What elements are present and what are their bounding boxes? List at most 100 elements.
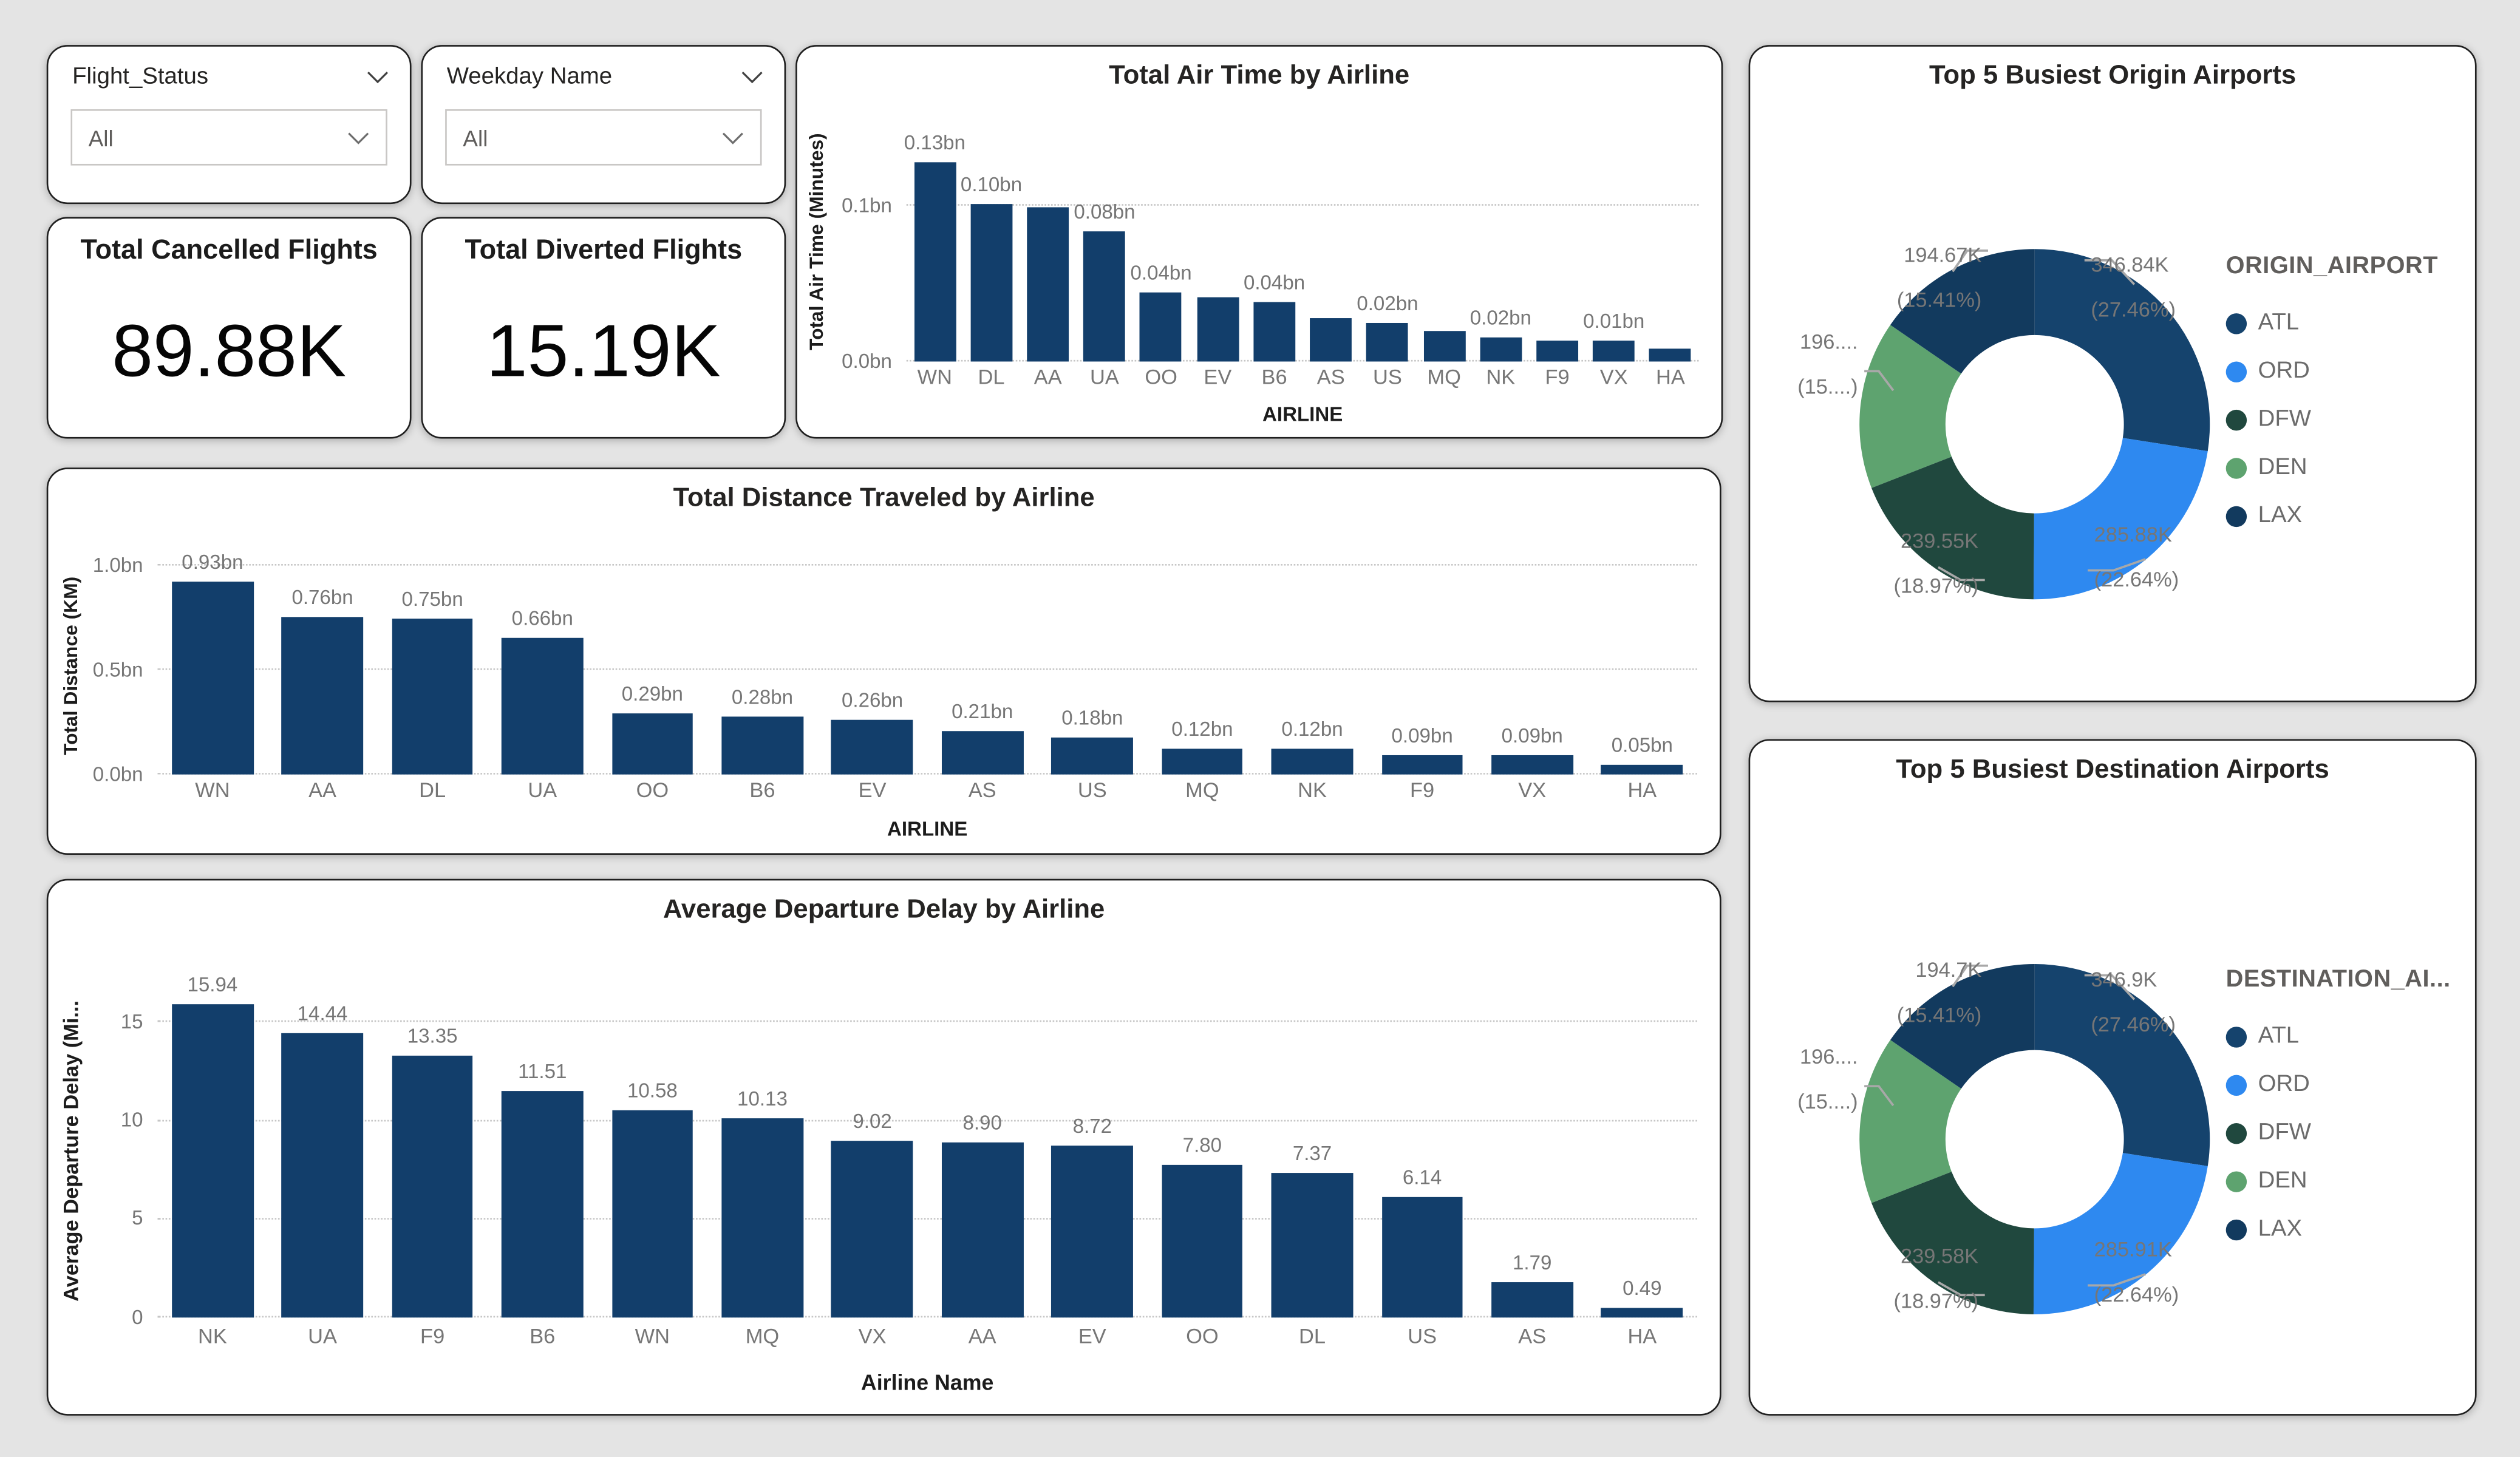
donut-slice-LAX[interactable] (1890, 249, 2035, 374)
donut-data-label: 196.... (1800, 1045, 1858, 1068)
x-tick-label: EV (1078, 1323, 1106, 1348)
chevron-down-icon[interactable] (741, 70, 763, 84)
donut-slice-DEN[interactable] (1859, 325, 1961, 488)
bar-AS[interactable] (1491, 1282, 1573, 1318)
bar-NK[interactable] (1271, 749, 1353, 775)
y-tick-label: 5 (132, 1207, 143, 1230)
bar-WN[interactable] (171, 580, 253, 775)
donut-slice-ORD[interactable] (2033, 438, 2208, 600)
legend-item-ORD[interactable]: ORD (2225, 347, 2438, 395)
bar-WN[interactable] (913, 162, 956, 362)
chevron-down-icon[interactable] (366, 70, 389, 84)
y-tick-label: 0.1bn (842, 194, 892, 217)
bar-OO[interactable] (1140, 293, 1182, 362)
bar-UA[interactable] (281, 1033, 363, 1318)
legend-label: ORD (2258, 358, 2310, 384)
donut-slice-ATL[interactable] (2034, 964, 2210, 1166)
x-axis-title: Airline Name (860, 1370, 994, 1395)
legend-item-DEN[interactable]: DEN (2225, 443, 2438, 491)
donut-slice-ORD[interactable] (2033, 1153, 2208, 1315)
y-tick-label: 0.0bn (842, 349, 892, 372)
bar-NK[interactable] (1479, 336, 1522, 362)
donut-slice-LAX[interactable] (1890, 964, 2035, 1089)
donut-data-label: 285.88K (2094, 523, 2172, 546)
slicer-dropdown[interactable]: All (70, 109, 387, 166)
donut-slice-DFW[interactable] (1871, 457, 2034, 600)
bar-US[interactable] (1051, 737, 1133, 775)
legend-item-ORD[interactable]: ORD (2225, 1061, 2451, 1109)
legend-item-ATL[interactable]: ATL (2225, 299, 2438, 347)
donut-data-label: (18.97%) (1894, 575, 1979, 598)
bar-DL[interactable] (970, 204, 1012, 362)
bar-VX[interactable] (1491, 755, 1573, 775)
legend-item-LAX[interactable]: LAX (2225, 492, 2438, 540)
bar-MQ[interactable] (1161, 749, 1243, 775)
x-tick-label: HA (1656, 364, 1685, 389)
legend-item-LAX[interactable]: LAX (2225, 1205, 2451, 1253)
chart-title: Top 5 Busiest Origin Airports (1929, 61, 2297, 90)
bar-value-label: 0.75bn (401, 588, 463, 611)
legend-item-ATL[interactable]: ATL (2225, 1012, 2451, 1060)
bar-AS[interactable] (941, 730, 1023, 775)
donut-slice-DFW[interactable] (1871, 1171, 2034, 1314)
bar-B6[interactable] (1253, 302, 1295, 362)
x-axis-title: AIRLINE (1262, 403, 1343, 426)
bar-MQ[interactable] (1423, 330, 1465, 362)
legend-label: ATL (2258, 1023, 2300, 1050)
x-tick-label: AS (1518, 1323, 1547, 1348)
bar-UA[interactable] (1083, 231, 1126, 362)
legend-item-DEN[interactable]: DEN (2225, 1157, 2451, 1205)
bar-F9[interactable] (1536, 341, 1578, 362)
bar-EV[interactable] (831, 720, 913, 775)
bar-EV[interactable] (1051, 1146, 1133, 1318)
bar-value-label: 0.12bn (1281, 719, 1343, 742)
bar-value-label: 0.04bn (1130, 262, 1192, 285)
bar-HA[interactable] (1649, 349, 1692, 362)
bar-EV[interactable] (1196, 297, 1239, 362)
bar-OO[interactable] (1161, 1164, 1243, 1318)
bar-F9[interactable] (1381, 755, 1463, 775)
bar-AS[interactable] (1310, 318, 1352, 362)
bar-NK[interactable] (171, 1004, 253, 1318)
bar-F9[interactable] (392, 1055, 474, 1318)
bar-B6[interactable] (721, 716, 803, 775)
bar-MQ[interactable] (721, 1118, 803, 1318)
chevron-down-icon[interactable] (721, 131, 744, 144)
y-tick-label: 1.0bn (92, 554, 143, 577)
bar-DL[interactable] (1271, 1172, 1353, 1318)
legend-label: LAX (2258, 1216, 2303, 1242)
donut-slice-DEN[interactable] (1859, 1040, 1961, 1203)
bar-AA[interactable] (1027, 207, 1069, 362)
bar-US[interactable] (1366, 322, 1409, 362)
donut-data-label: (22.64%) (2094, 1283, 2179, 1306)
legend-item-DFW[interactable]: DFW (2225, 1109, 2451, 1156)
bar-OO[interactable] (611, 714, 693, 775)
slicer-dropdown[interactable]: All (445, 109, 762, 166)
bar-UA[interactable] (502, 637, 584, 775)
donut-slice-ATL[interactable] (2034, 249, 2210, 452)
slicer-header[interactable]: Weekday Name (447, 64, 763, 90)
donut-data-label: 194.7K (1915, 959, 1981, 982)
label-leader-line (2084, 974, 2136, 1000)
bar-value-label: 0.09bn (1391, 725, 1453, 748)
legend-color-dot (2225, 457, 2247, 478)
bar-HA[interactable] (1601, 1308, 1683, 1318)
bar-HA[interactable] (1601, 764, 1683, 775)
bar-AA[interactable] (281, 616, 363, 775)
x-tick-label: OO (636, 778, 669, 802)
slicer-weekday-name: Weekday Name All (421, 45, 786, 205)
chevron-down-icon[interactable] (347, 131, 370, 144)
bar-US[interactable] (1381, 1197, 1463, 1318)
legend-item-DFW[interactable]: DFW (2225, 395, 2438, 443)
bar-value-label: 8.72 (1072, 1115, 1112, 1138)
chart-average-departure-delay: Average Departure Delay by Airline Avera… (46, 878, 1721, 1416)
bar-AA[interactable] (941, 1143, 1023, 1318)
bar-VX[interactable] (1593, 341, 1635, 362)
bar-DL[interactable] (392, 618, 474, 775)
plot-area: 0.0bn 0.5bn 1.0bn 0.93bn 0.76bn 0.75bn 0.66bn 0… (93, 551, 1697, 785)
bar-B6[interactable] (502, 1091, 584, 1318)
chart-origin-airports: Top 5 Busiest Origin Airports 346.84K (27… (1748, 45, 2477, 702)
bar-WN[interactable] (611, 1109, 693, 1318)
slicer-header[interactable]: Flight_Status (72, 64, 389, 90)
bar-VX[interactable] (831, 1140, 913, 1318)
